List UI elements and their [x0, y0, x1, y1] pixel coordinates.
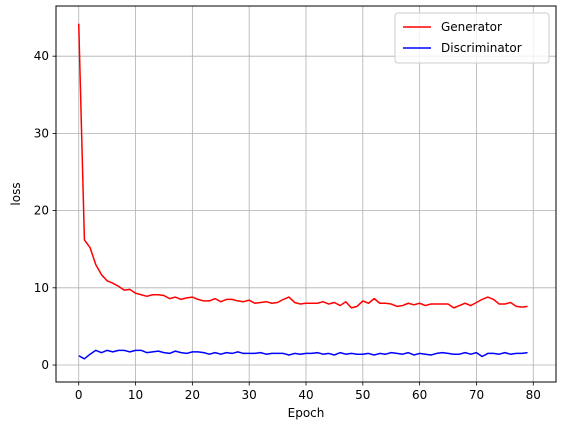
legend-label: Generator: [441, 20, 502, 34]
legend-label: Discriminator: [441, 41, 522, 55]
grid-layer: [56, 6, 556, 382]
y-tick-label: 0: [41, 358, 49, 372]
series-layer: [77, 23, 528, 360]
x-tick-label: 30: [242, 388, 257, 402]
series-line-discriminator: [78, 349, 528, 360]
legend: Generator Discriminator: [394, 12, 550, 64]
legend-box: [394, 12, 550, 64]
x-tick-label: 10: [128, 388, 143, 402]
y-tick-label: 40: [34, 49, 49, 63]
y-tick-label: 30: [34, 126, 49, 140]
x-tick-label: 50: [355, 388, 370, 402]
x-tick-label: 70: [469, 388, 484, 402]
x-tick-label: 0: [75, 388, 83, 402]
x-tick-label: 60: [412, 388, 427, 402]
y-tick-label: 10: [34, 281, 49, 295]
tick-layer: 0 10 20 30 40 50 60 70 80 0 10 20 30 40: [34, 49, 541, 402]
x-tick-label: 20: [185, 388, 200, 402]
x-tick-label: 40: [298, 388, 313, 402]
series-line-generator: [77, 23, 528, 309]
x-axis-label: Epoch: [288, 406, 325, 420]
y-axis-label: loss: [9, 182, 23, 205]
y-tick-label: 20: [34, 204, 49, 218]
x-tick-label: 80: [526, 388, 541, 402]
